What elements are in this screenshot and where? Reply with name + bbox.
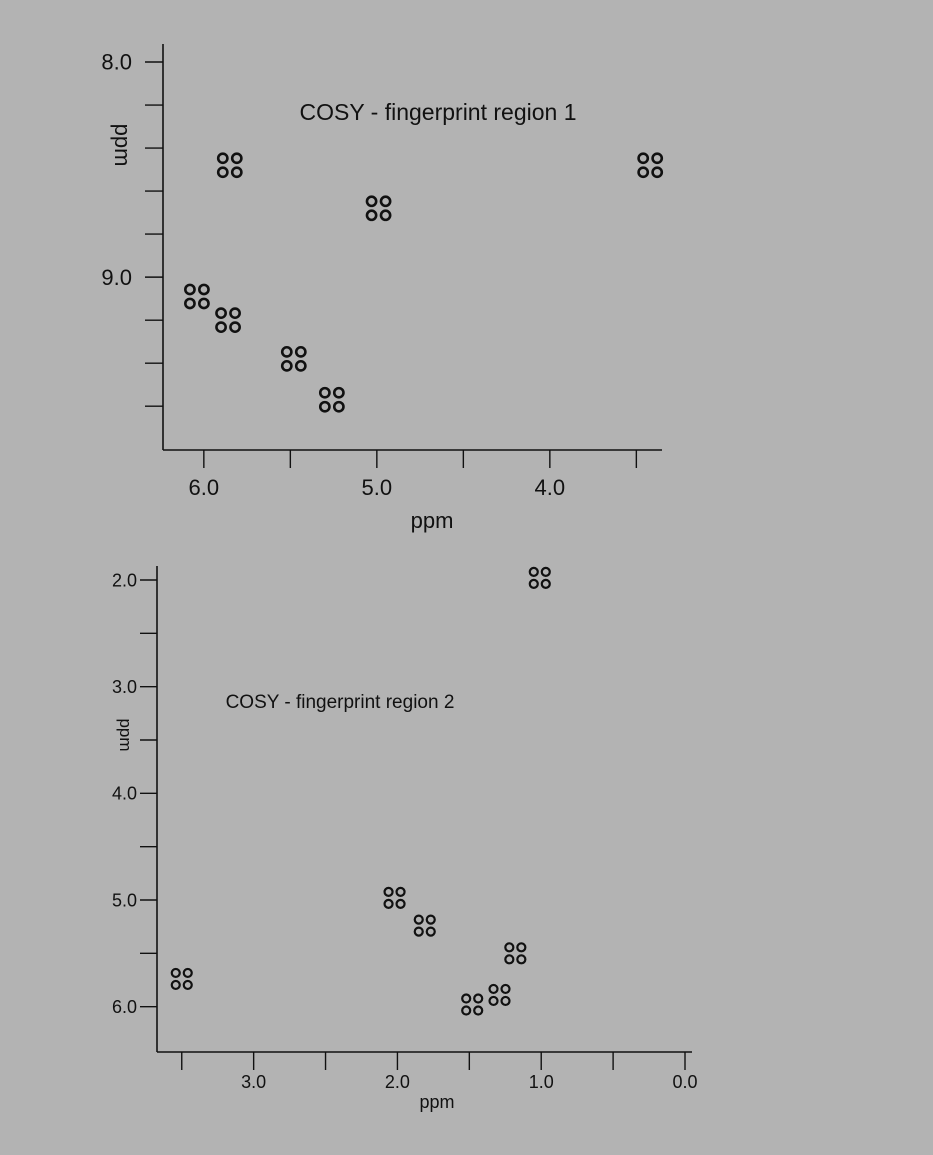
peak-circle [216, 152, 229, 165]
peak-circle [229, 307, 241, 320]
x-tick-label: 2.0 [385, 1072, 410, 1092]
peak-circle [280, 345, 293, 358]
peak-circle [383, 898, 394, 909]
y-tick-label: 4.0 [112, 784, 137, 804]
y-tick-label: 3.0 [112, 677, 137, 697]
peak-circle [504, 942, 515, 953]
peak-circle [318, 386, 331, 399]
peak-circle [540, 578, 551, 589]
cross-peak-marker [488, 983, 511, 1007]
x-tick-label: 3.0 [241, 1072, 266, 1092]
peak-circle [540, 566, 551, 577]
peak-circle [294, 359, 307, 372]
peak-circle [215, 307, 227, 320]
peak-circle [637, 152, 650, 165]
chart-title: COSY - fingerprint region 1 [300, 99, 577, 125]
peak-circle [637, 166, 650, 179]
peak-circle [395, 898, 406, 909]
cosy-region-1-chart: 8.0 9.0 6.0 5.0 4.0 COSY - fingerprint region… [101, 44, 664, 533]
peak-circle [229, 321, 241, 334]
y-tick-label: 5.0 [112, 890, 137, 910]
cross-peak-marker [637, 152, 664, 179]
cross-peak-marker [365, 195, 392, 222]
peak-circle [516, 942, 527, 953]
peak-circle [500, 995, 511, 1007]
peak-circle [528, 566, 539, 577]
peak-circle [170, 979, 181, 991]
peak-circle [425, 914, 436, 925]
peak-circle [425, 926, 436, 937]
peak-circle [332, 386, 345, 399]
peak-circle [413, 914, 424, 925]
y-tick-label: 6.0 [112, 997, 137, 1017]
peak-circle [379, 195, 392, 208]
y-axis-title: ppm [116, 718, 135, 751]
peak-circle [383, 886, 394, 897]
peak-circle [528, 578, 539, 589]
peak-circle [365, 195, 378, 208]
peak-circle [395, 886, 406, 897]
peak-circle [413, 926, 424, 937]
cross-peak-marker [528, 566, 551, 589]
cosy-region-2-chart: 2.0 3.0 4.0 5.0 6.0 3.0 2.0 1.0 0.0 COSY - finger… [112, 566, 698, 1112]
peak-circle [170, 967, 181, 979]
peak-circle [318, 400, 331, 413]
x-axis-title: ppm [411, 508, 454, 533]
peak-circle [651, 166, 664, 179]
peak-circle [294, 345, 307, 358]
peak-circle [488, 995, 499, 1007]
chart-title: COSY - fingerprint region 2 [226, 692, 455, 713]
peak-circle [651, 152, 664, 165]
peak-circle [184, 297, 196, 310]
peak-circle [182, 979, 193, 991]
peak-circle [504, 954, 515, 965]
x-tick-label: 6.0 [189, 475, 220, 500]
cross-peak-marker [318, 386, 345, 413]
cross-peak-marker [216, 152, 243, 179]
cross-peak-marker [383, 886, 406, 909]
peak-circle [230, 152, 243, 165]
cross-peak-marker [184, 283, 210, 310]
peak-circle [216, 166, 229, 179]
y-axis-title: ppm [110, 124, 135, 167]
x-tick-label: 5.0 [362, 475, 393, 500]
cross-peak-marker [461, 993, 484, 1016]
peak-circle [332, 400, 345, 413]
peak-circle [280, 359, 293, 372]
peak-circle [500, 983, 511, 995]
peak-circle [461, 993, 472, 1004]
peak-circle [473, 1005, 484, 1016]
cross-peak-marker [504, 942, 527, 965]
peak-circle [230, 166, 243, 179]
x-tick-label: 0.0 [672, 1072, 697, 1092]
y-tick-label: 8.0 [101, 50, 132, 75]
peak-circle [215, 321, 227, 334]
peak-circle [198, 283, 210, 296]
x-axis-title: ppm [419, 1092, 454, 1112]
y-tick-label: 2.0 [112, 570, 137, 590]
y-tick-label: 9.0 [101, 265, 132, 290]
cross-peak-marker [215, 307, 241, 334]
x-tick-label: 1.0 [529, 1072, 554, 1092]
peak-circle [473, 993, 484, 1004]
peak-circle [184, 283, 196, 296]
x-tick-label: 4.0 [535, 475, 566, 500]
cross-peak-marker [280, 345, 307, 372]
peak-circle [198, 297, 210, 310]
cross-peak-marker [413, 914, 436, 937]
peak-circle [488, 983, 499, 995]
peak-circle [182, 967, 193, 979]
peak-circle [379, 209, 392, 222]
peak-circle [461, 1005, 472, 1016]
peak-circle [516, 954, 527, 965]
peak-circle [365, 209, 378, 222]
cross-peak-marker [170, 967, 193, 991]
